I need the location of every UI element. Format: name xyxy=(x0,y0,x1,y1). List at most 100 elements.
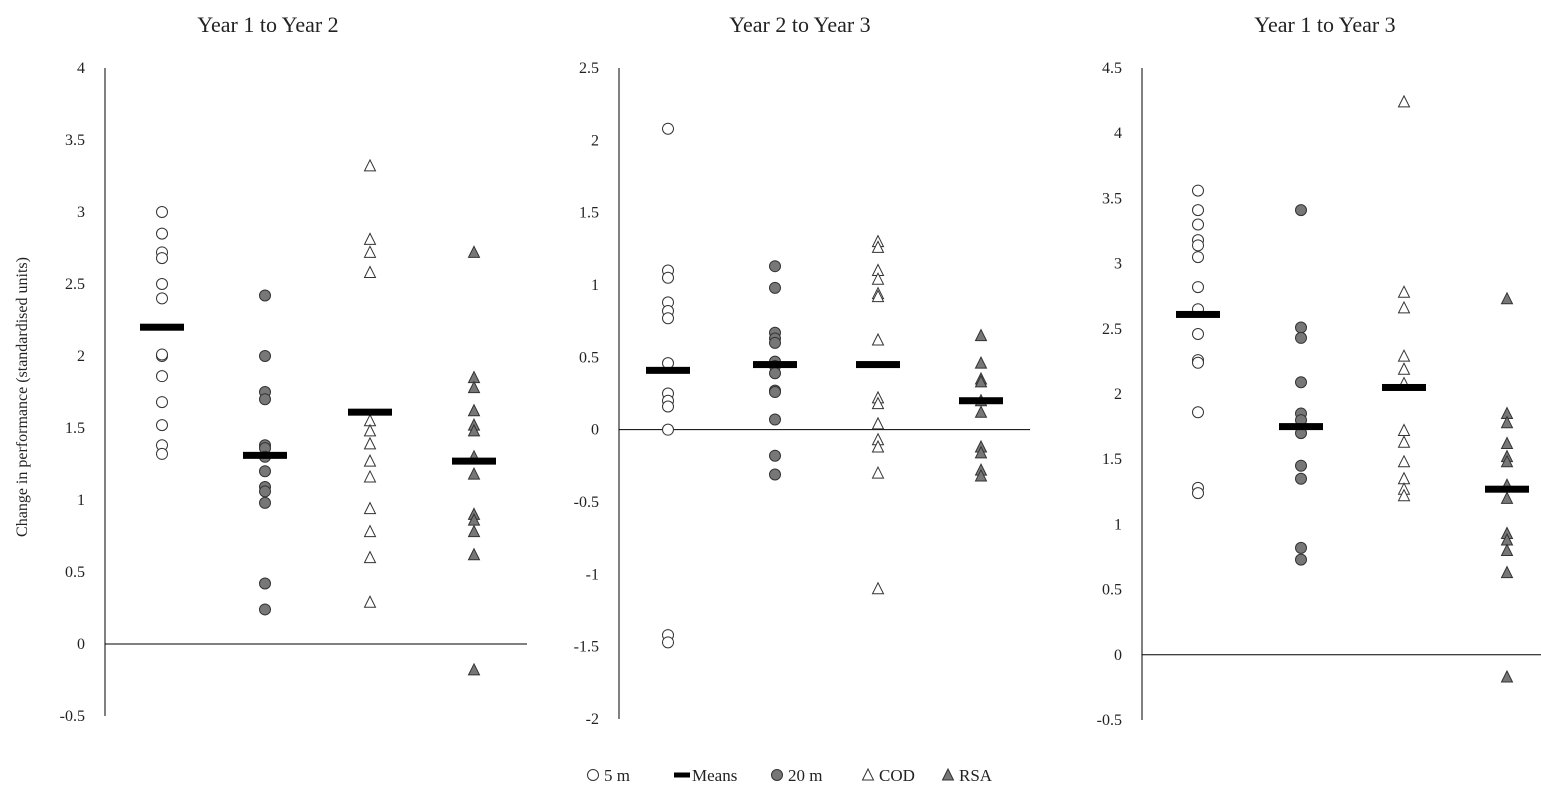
data-point xyxy=(1192,356,1204,369)
legend-label: 20 m xyxy=(788,766,822,785)
data-point xyxy=(363,158,377,172)
data-point xyxy=(769,367,781,380)
data-point xyxy=(1192,218,1204,231)
data-point xyxy=(1295,472,1307,485)
y-tick-label: 1 xyxy=(1114,516,1122,533)
panel-title: Year 2 to Year 3 xyxy=(729,12,870,37)
data-point xyxy=(467,423,481,437)
y-tick-label: -2 xyxy=(586,711,599,728)
mean-bar xyxy=(1485,485,1529,493)
data-point xyxy=(363,265,377,278)
y-tick-label: 2.5 xyxy=(1102,321,1122,338)
mean-bar xyxy=(1382,383,1426,391)
data-point xyxy=(769,386,781,399)
data-point xyxy=(1397,349,1411,362)
data-point xyxy=(769,413,781,426)
data-point xyxy=(974,468,988,482)
data-point xyxy=(363,423,377,437)
data-point xyxy=(1397,94,1411,108)
data-point xyxy=(467,403,481,417)
data-point xyxy=(156,370,168,383)
data-point xyxy=(974,374,988,388)
data-point xyxy=(974,405,988,418)
mean-bar xyxy=(1279,423,1323,431)
y-tick-label: 0.5 xyxy=(65,564,85,581)
data-point xyxy=(1397,285,1411,298)
series-20-m xyxy=(243,289,287,616)
data-point xyxy=(467,524,481,538)
y-tick-label: 0.5 xyxy=(579,349,599,366)
data-point xyxy=(363,550,377,564)
y-tick-label: 4 xyxy=(77,60,85,77)
series-cod xyxy=(348,158,392,608)
y-tick-label: 1.5 xyxy=(65,420,85,437)
y-tick-label: -0.5 xyxy=(60,708,85,725)
data-point xyxy=(156,206,168,218)
data-point xyxy=(1500,415,1514,429)
data-point xyxy=(1397,300,1411,314)
data-point xyxy=(363,232,377,245)
data-point xyxy=(156,396,168,409)
data-point xyxy=(363,245,377,258)
series-5-m xyxy=(140,206,184,460)
y-tick-label: 2 xyxy=(591,132,599,149)
panel-title: Year 1 to Year 2 xyxy=(197,12,338,37)
data-point xyxy=(662,271,674,284)
data-point xyxy=(467,547,481,561)
data-point xyxy=(871,581,885,595)
data-point xyxy=(259,577,271,590)
y-tick-label: 2.5 xyxy=(579,60,599,77)
series-rsa xyxy=(1485,291,1529,683)
panel-title: Year 1 to Year 3 xyxy=(1254,12,1395,37)
legend-item: COD xyxy=(861,766,915,785)
legend-item: Means xyxy=(674,766,737,785)
data-point xyxy=(662,122,674,135)
legend-marker xyxy=(771,769,783,781)
data-point xyxy=(1295,553,1307,566)
mean-bar xyxy=(959,397,1003,405)
data-point xyxy=(467,380,481,394)
data-point xyxy=(974,445,988,459)
data-point xyxy=(871,289,885,303)
panel-1: Year 1 to Year 2 -0.5 0 0.5 1 1.5 2 2.5 3 3.5 4 xyxy=(60,12,527,725)
legend-marker xyxy=(587,769,599,781)
data-point xyxy=(363,436,377,450)
y-tick-label: 1.5 xyxy=(1102,451,1122,468)
data-point xyxy=(156,227,168,240)
data-point xyxy=(156,252,168,265)
mean-bar xyxy=(140,323,184,331)
data-point xyxy=(871,332,885,346)
data-point xyxy=(1192,406,1204,419)
legend-marker xyxy=(674,772,690,778)
y-axis-label: Change in performance (standardised unit… xyxy=(14,257,31,537)
series-cod xyxy=(856,234,900,595)
data-point xyxy=(1500,436,1514,450)
panel-3: Year 1 to Year 3 -0.5 0 0.5 1 1.5 2 2.5 3 3.5 4 4.5 xyxy=(1097,12,1541,729)
data-point xyxy=(1500,454,1514,468)
data-point xyxy=(1295,204,1307,217)
data-point xyxy=(871,465,885,479)
data-point xyxy=(1295,541,1307,554)
data-point xyxy=(769,468,781,481)
data-point xyxy=(467,245,481,258)
data-point xyxy=(871,439,885,453)
data-point xyxy=(1295,321,1307,334)
data-point xyxy=(1500,291,1514,305)
data-point xyxy=(974,328,988,342)
legend-marker xyxy=(941,767,955,781)
data-point xyxy=(1192,281,1204,294)
data-point xyxy=(769,260,781,273)
panels-layer: Year 1 to Year 2-0.500.511.522.533.54Yea… xyxy=(60,12,1541,729)
mean-bar xyxy=(753,361,797,369)
mean-bar xyxy=(1176,310,1220,318)
data-point xyxy=(871,416,885,430)
data-point xyxy=(259,496,271,509)
y-tick-label: -0.5 xyxy=(1097,712,1122,729)
data-point xyxy=(363,524,377,538)
data-point xyxy=(1397,454,1411,468)
data-point xyxy=(1192,184,1204,197)
data-point xyxy=(1500,543,1514,556)
data-point xyxy=(1295,459,1307,472)
data-point xyxy=(1500,565,1514,579)
